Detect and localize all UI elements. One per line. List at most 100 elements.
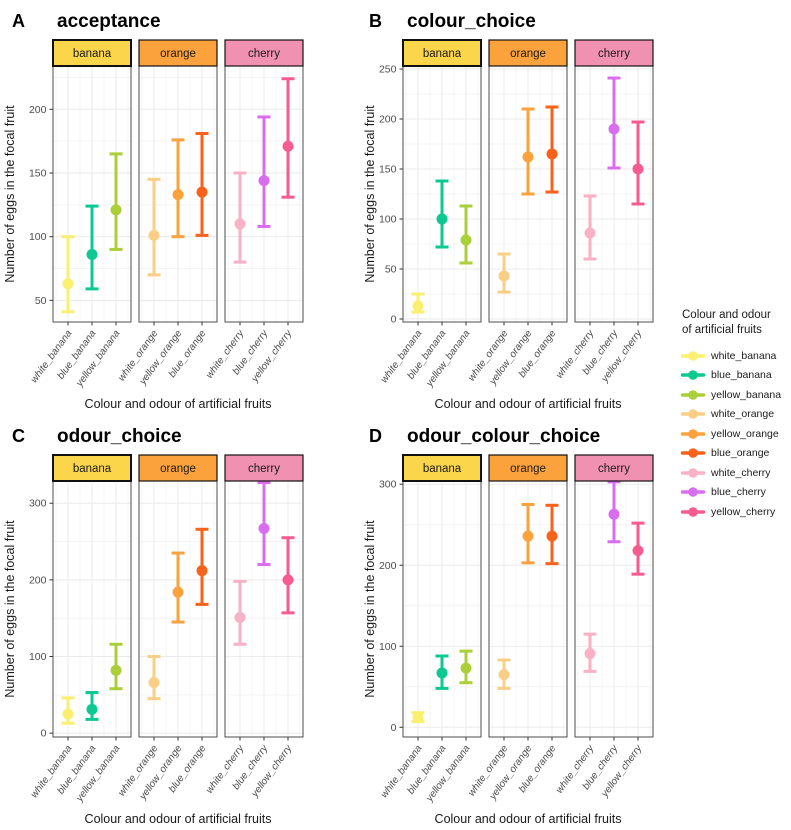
legend-item-label: blue_orange (711, 447, 770, 460)
pointrange-blue_cherry (607, 480, 621, 544)
pointrange-white_cherry (233, 171, 247, 264)
pointrange-yellow_banana (109, 152, 123, 251)
pointrange-white_banana (411, 292, 425, 314)
data-point (196, 186, 208, 198)
data-point (148, 677, 160, 689)
pointrange-white_orange (147, 177, 161, 277)
x-tick-label: yellow_banana (424, 328, 473, 390)
legend-key-pointrange-icon (680, 428, 706, 439)
legend-item-yellow_banana: yellow_banana (680, 385, 791, 405)
x-axis-title: Colour and odour of artificial fruits (85, 397, 272, 411)
y-tick-label: 100 (29, 231, 47, 243)
legend-title-line1: Colour and odour (682, 309, 771, 321)
pointrange-blue_orange (545, 503, 559, 566)
legend-item-blue_banana: blue_banana (680, 366, 791, 386)
facet-strip-label: orange (510, 463, 546, 475)
facet-strip-cherry (224, 454, 304, 482)
pointrange-yellow_cherry (281, 536, 295, 615)
x-axis-title: Colour and odour of artificial fruits (435, 397, 622, 411)
data-point (282, 574, 294, 586)
data-point (436, 667, 448, 679)
y-axis-title: Number of eggs in the focal fruit (363, 520, 377, 698)
pointrange-yellow_cherry (281, 77, 295, 199)
pointrange-blue_orange (195, 527, 209, 606)
facet-strip-label: banana (423, 48, 462, 60)
data-point (522, 151, 534, 163)
pointrange-yellow_orange (171, 551, 185, 624)
data-point (608, 123, 620, 135)
data-point (282, 140, 294, 152)
data-point (234, 218, 246, 230)
panel-title: odour_colour_choice (407, 426, 600, 447)
facet-strip-banana (52, 39, 132, 67)
legend-item-label: white_banana (711, 349, 777, 362)
pointrange-white_orange (497, 658, 511, 690)
facet-strip-label: orange (160, 48, 196, 60)
data-point (258, 175, 270, 187)
y-tick-label: 300 (379, 479, 397, 491)
legend-item-white_cherry: white_cherry (680, 463, 791, 483)
pointrange-white_cherry (233, 579, 247, 646)
pointrange-yellow_cherry (631, 120, 645, 206)
data-point (436, 213, 448, 225)
y-axis-title: Number of eggs in the focal fruit (3, 105, 17, 283)
pointrange-blue_cherry (257, 481, 271, 567)
data-point (110, 204, 122, 216)
x-tick-label: yellow_banana (74, 328, 123, 390)
x-tick-label: yellow_banana (424, 743, 473, 805)
facet-strip-label: cherry (598, 463, 630, 475)
facet-strip-orange (138, 39, 218, 67)
legend-item-blue_orange: blue_orange (680, 444, 791, 464)
facet-strip-banana (402, 454, 482, 482)
y-tick-label: 250 (379, 64, 397, 76)
data-point (460, 234, 472, 246)
y-tick-label: 50 (385, 264, 397, 276)
pointrange-yellow_orange (521, 502, 535, 565)
legend-key-pointrange-icon (680, 409, 706, 420)
y-tick-label: 200 (379, 114, 397, 126)
facet-strip-cherry (574, 454, 654, 482)
panel-letter: D (369, 426, 382, 446)
pointrange-blue_cherry (607, 76, 621, 170)
facet-strip-banana (52, 454, 132, 482)
legend-item-white_orange: white_orange (680, 405, 791, 425)
pointrange-blue_banana (85, 691, 99, 721)
data-point (632, 545, 644, 557)
pointrange-yellow_cherry (631, 521, 645, 576)
pointrange-white_orange (147, 655, 161, 701)
facet-strip-label: cherry (248, 48, 280, 60)
y-tick-label: 0 (391, 722, 397, 734)
pointrange-blue_cherry (257, 115, 271, 228)
legend-item-label: yellow_orange (711, 427, 779, 440)
legend-item-yellow_cherry: yellow_cherry (680, 502, 791, 522)
y-tick-label: 200 (379, 560, 397, 572)
x-axis-title: Colour and odour of artificial fruits (85, 812, 272, 826)
pointrange-blue_banana (435, 654, 449, 690)
pointrange-blue_orange (195, 132, 209, 237)
data-point (608, 508, 620, 520)
legend-item-label: white_orange (711, 408, 775, 421)
facet-strip-banana (402, 39, 482, 67)
pointrange-yellow_orange (521, 107, 535, 196)
facet-strip-cherry (574, 39, 654, 67)
legend-title: Colour and odour of artificial fruits (682, 308, 791, 338)
facet-strip-label: banana (423, 463, 462, 475)
pointrange-blue_banana (85, 204, 99, 291)
panel-title: odour_choice (57, 426, 182, 447)
y-tick-label: 150 (29, 167, 47, 179)
y-tick-label: 100 (379, 641, 397, 653)
data-point (110, 664, 122, 676)
data-point (498, 669, 510, 681)
legend-key-pointrange-icon (680, 389, 706, 400)
legend-key-pointrange-icon (680, 506, 706, 517)
pointrange-yellow_orange (171, 138, 185, 239)
legend-key-pointrange-icon (680, 350, 706, 361)
pointrange-white_orange (497, 252, 511, 294)
legend: Colour and odour of artificial fruits wh… (658, 308, 791, 522)
